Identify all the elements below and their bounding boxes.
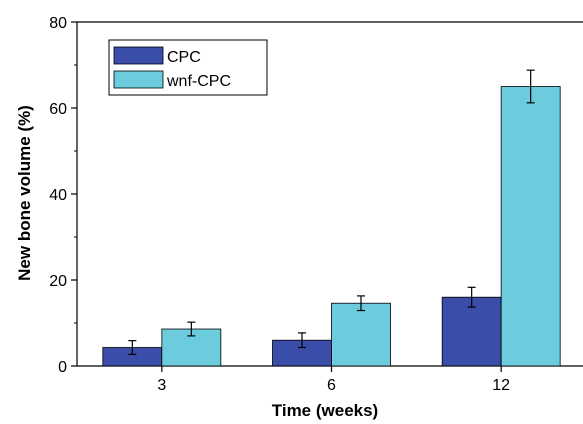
- x-axis-title: Time (weeks): [272, 401, 378, 420]
- legend-label-wnf-cpc: wnf-CPC: [166, 73, 231, 90]
- error-bars: [128, 69, 535, 355]
- y-tick-label: 20: [49, 273, 67, 290]
- y-tick-label: 40: [49, 187, 67, 204]
- legend-swatch-wnf-cpc: [113, 70, 164, 89]
- y-axis-title: New bone volume (%): [15, 105, 34, 281]
- legend: CPC wnf-CPC: [108, 39, 268, 96]
- bars: [102, 86, 561, 367]
- legend-label-cpc: CPC: [167, 49, 201, 66]
- axis-ticks: 0 20 40 60 80 3 6 12: [49, 15, 510, 394]
- x-tick-label: 12: [492, 377, 510, 394]
- x-tick-label: 6: [327, 377, 336, 394]
- y-tick-label: 0: [58, 359, 67, 376]
- y-tick-label: 60: [49, 101, 67, 118]
- y-tick-label: 80: [49, 15, 67, 32]
- legend-swatch-cpc: [113, 46, 164, 65]
- bar-wnf-cpc-6: [331, 302, 391, 367]
- x-tick-label: 3: [157, 377, 166, 394]
- bar-wnf-cpc-12: [500, 86, 561, 367]
